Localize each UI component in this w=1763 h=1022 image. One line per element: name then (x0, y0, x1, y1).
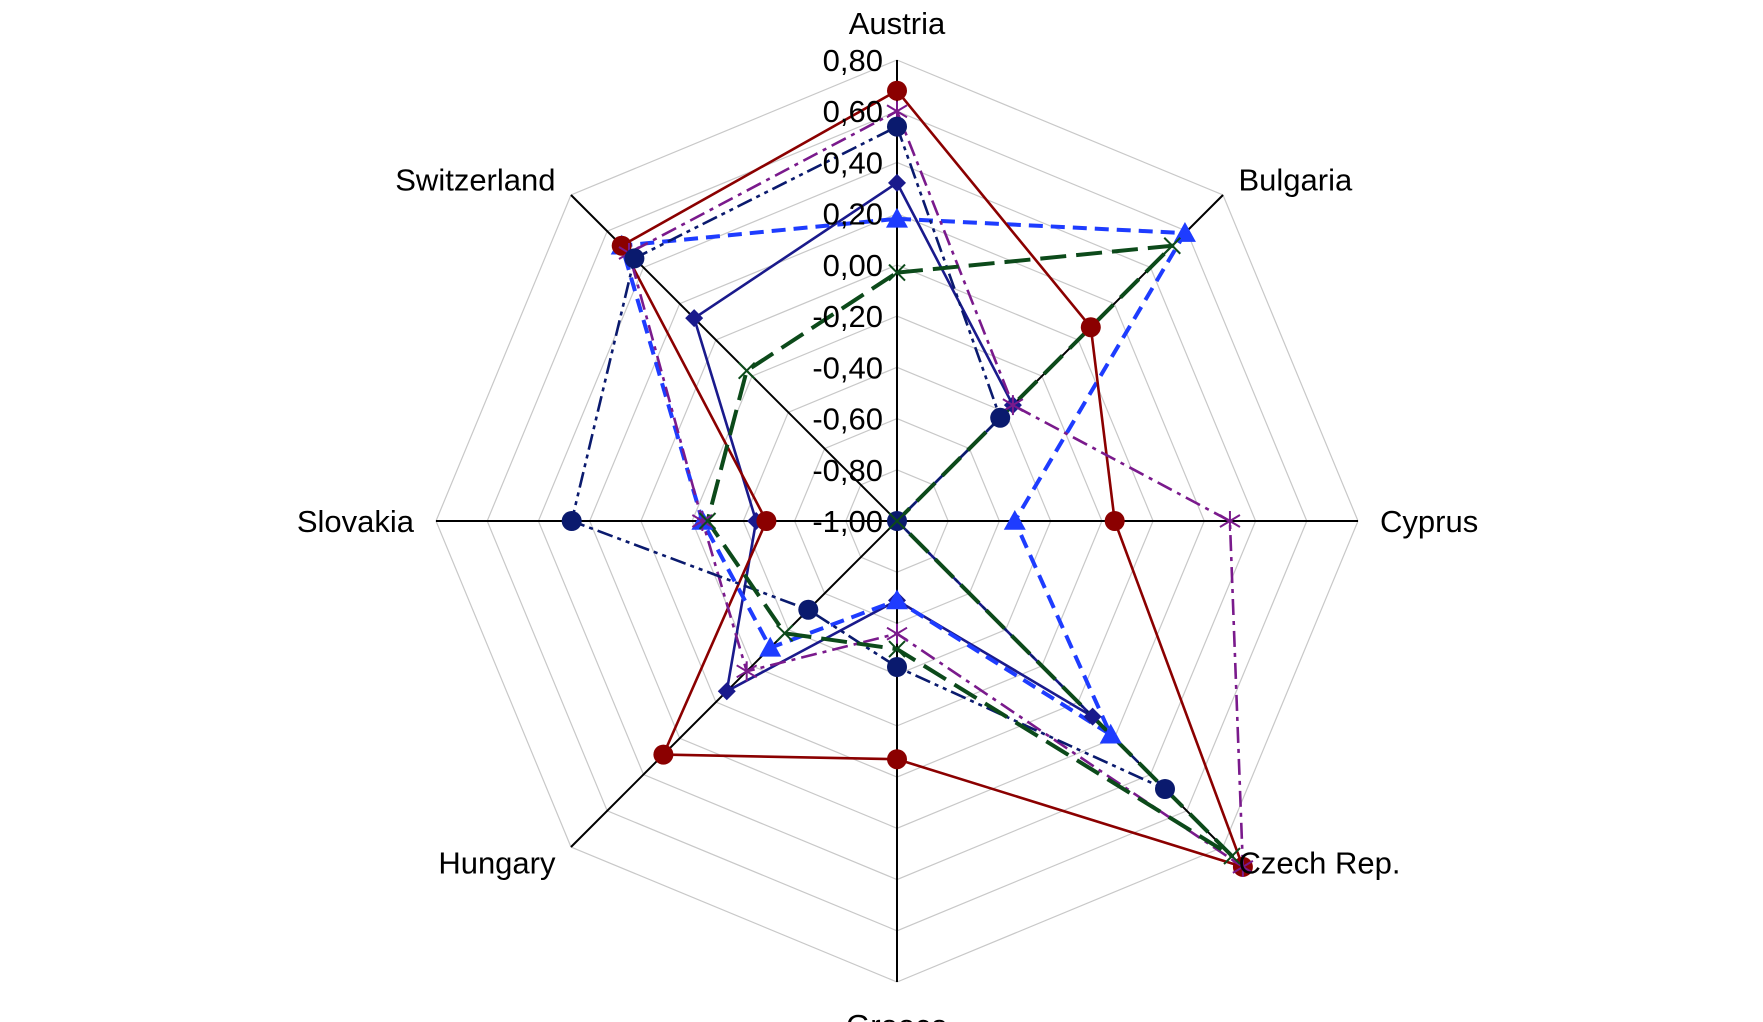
series-4-point-bulgaria (1002, 395, 1024, 416)
series-3-point-hungary (653, 744, 674, 765)
series-line-4 (627, 109, 1245, 869)
series-2-point-austria (886, 207, 908, 228)
series-4-point-greece (886, 623, 908, 644)
series-6-point-bulgaria (1163, 237, 1181, 255)
tick-label: 0,80 (823, 43, 883, 78)
series-4-point-hungary (736, 661, 758, 682)
series-1-point-hungary (717, 682, 736, 701)
category-label-cyprus: Cyprus (1380, 504, 1478, 539)
series-2-point-cyprus (1003, 510, 1026, 530)
tick-label: 0,60 (823, 94, 883, 129)
series-5-point-switzerland (624, 248, 645, 269)
category-label-slovakia: Slovakia (297, 504, 415, 539)
series-5-point-czech-rep (1155, 779, 1175, 799)
tick-label: -1,00 (812, 504, 883, 539)
series-5-point-hungary (798, 599, 819, 620)
series-2-point-czech-rep (1099, 723, 1122, 744)
series-2-point-hungary (759, 636, 782, 657)
axis-spoke-hungary (570, 520, 898, 848)
series-4-point-cyprus (1219, 511, 1241, 531)
series-line-6 (705, 243, 1234, 858)
marker-layer (561, 80, 1254, 877)
series-line-5 (570, 125, 1167, 791)
series-1-point-austria (888, 173, 906, 192)
series-4-point-czech-rep (1232, 856, 1254, 877)
series-3-point-austria (887, 80, 907, 101)
series-1-point-switzerland (685, 309, 704, 328)
series-3-point-slovakia (756, 511, 777, 531)
series-6-point-austria (888, 263, 906, 282)
series-2-point-bulgaria (1173, 222, 1196, 242)
series-3-point-cyprus (1104, 511, 1125, 531)
series-2-point-greece (886, 589, 908, 610)
series-5-point-slovakia (561, 511, 582, 531)
category-label-greece: Greece (846, 1008, 948, 1022)
tick-label: -0,60 (812, 402, 883, 437)
tick-label: 0,20 (823, 197, 883, 232)
series-6-point-greece (888, 640, 906, 658)
series-5-point-bulgaria (990, 407, 1011, 428)
series-1-point-czech-rep (1083, 707, 1102, 726)
tick-label: -0,20 (812, 299, 883, 334)
tick-label: 0,40 (823, 145, 883, 180)
category-label-switzerland: Switzerland (395, 163, 555, 198)
series-6-point-cyprus (888, 512, 906, 530)
category-label-bulgaria: Bulgaria (1239, 163, 1353, 198)
series-4-point-slovakia (691, 511, 713, 531)
category-label-austria: Austria (849, 6, 946, 41)
category-label-hungary: Hungary (438, 846, 556, 881)
tick-label: 0,00 (823, 248, 883, 283)
category-layer: Austria Bulgaria Cyprus Czech Rep. Greece Hun… (297, 6, 1478, 1022)
tick-layer: 0,80 0,60 0,40 0,20 0,00 -0,20 -0,40 -0,60 -0,80… (812, 43, 883, 539)
series-5-point-austria (887, 116, 907, 137)
category-label-czech-rep: Czech Rep. (1239, 846, 1401, 881)
series-6-point-switzerland (737, 361, 756, 380)
series-3-point-greece (887, 749, 907, 770)
series-6-point-czech-rep (1223, 847, 1241, 865)
tick-label: -0,80 (812, 453, 883, 488)
tick-label: -0,40 (812, 350, 883, 385)
series-5-point-greece (887, 657, 907, 677)
series-6-point-hungary (776, 624, 794, 642)
series-6-point-slovakia (698, 512, 717, 530)
series-3-point-bulgaria (1080, 317, 1101, 338)
